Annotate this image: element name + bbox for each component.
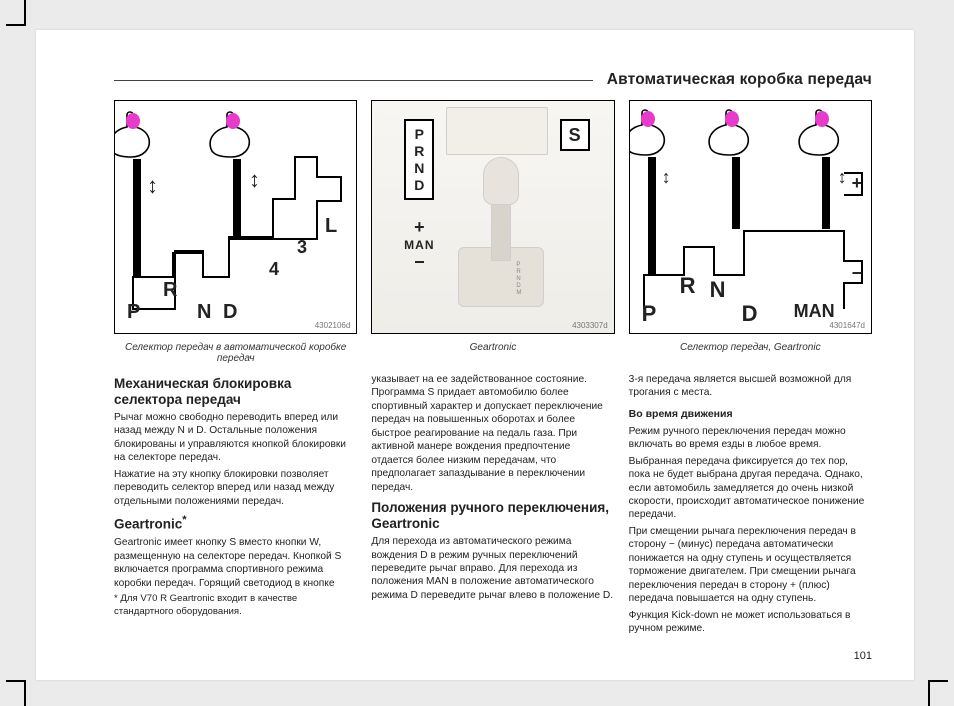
prnd-d: D	[414, 177, 424, 193]
s-button-icon: S	[560, 119, 590, 151]
section-title: Автоматическая коробка передач	[593, 71, 872, 89]
gate-label: 4	[269, 259, 279, 280]
heading-text: Geartronic	[114, 517, 182, 532]
dash-vent	[446, 107, 547, 155]
figure-caption: Селектор передач, Geartronic	[629, 342, 872, 364]
paragraph: Рычаг можно свободно переводить вперед и…	[114, 411, 357, 465]
footnote: * Для V70 R Geartronic входит в качестве…	[114, 593, 357, 618]
prnd-indicator: P R N D	[404, 119, 434, 200]
hand-icon	[792, 107, 848, 168]
paragraph: указывает на ее задействованное состояни…	[371, 373, 614, 494]
arrow-updown-icon: ↕	[662, 167, 671, 188]
subheading: Во время движения	[629, 408, 872, 422]
figure-row: ↕ ↕ P N D R 4 3 L 4302106d P R N	[114, 100, 872, 334]
heading: Geartronic*	[114, 514, 357, 532]
body-columns: Механическая блокировка селектора переда…	[114, 370, 872, 639]
gate-label: R	[680, 273, 696, 299]
prnd-p: P	[415, 126, 424, 142]
gear-lever: P R N D M	[458, 157, 544, 307]
paragraph: Для перехода из автоматического режима в…	[371, 535, 614, 602]
column-3: 3-я передача является высшей возможной д…	[629, 370, 872, 639]
lever-stem	[648, 157, 656, 275]
figure-number: 4302106d	[315, 321, 351, 330]
lever-stem-left	[133, 159, 141, 277]
figure-caption: Geartronic	[371, 342, 614, 364]
plus-icon: +	[414, 217, 425, 238]
gate-marks: P R N D M	[516, 262, 521, 297]
gate-label: 3	[297, 237, 307, 258]
hand-icon	[702, 107, 758, 168]
figure-number: 4303307d	[572, 321, 608, 330]
figure-geartronic-selector: ↕ ↕ P R N D MAN + − 4301647d	[629, 100, 872, 334]
arrow-updown-icon: ↕	[249, 167, 260, 193]
arrow-updown-icon: ↕	[838, 167, 847, 188]
figure-geartronic-console: P R N D + MAN − S P R N D	[371, 100, 614, 334]
minus-icon: −	[852, 263, 863, 284]
paragraph: При смещении рычага переключения передач…	[629, 525, 872, 606]
gate-label: R	[163, 279, 177, 302]
paragraph: Нажатие на эту кнопку блокировки позволя…	[114, 468, 357, 508]
crop-mark-tl	[6, 0, 26, 26]
crop-mark-bl	[6, 680, 26, 706]
paragraph: 3-я передача является высшей возможной д…	[629, 373, 872, 400]
figure-captions: Селектор передач в автоматической коробк…	[114, 342, 872, 364]
footnote-marker: *	[182, 514, 186, 526]
minus-icon: −	[414, 252, 425, 273]
paragraph: Geartronic имеет кнопку S вместо кнопки …	[114, 536, 357, 590]
paragraph: Режим ручного переключения передач можно…	[629, 425, 872, 452]
gate-label: D	[223, 301, 237, 324]
lever-stem	[732, 157, 740, 229]
plus-icon: +	[852, 173, 863, 194]
paragraph: Выбранная передача фиксируется до тех по…	[629, 455, 872, 522]
lever-stem-right	[233, 159, 241, 239]
gate-label: D	[742, 301, 758, 327]
man-label: MAN	[404, 238, 434, 252]
man-indicator: + MAN −	[396, 217, 442, 273]
gate-label: P	[127, 301, 140, 324]
column-2: указывает на ее задействованное состояни…	[371, 370, 614, 639]
gate-label: L	[325, 215, 337, 238]
prnd-n: N	[414, 160, 424, 176]
figure-number: 4301647d	[829, 321, 865, 330]
paragraph: Функция Kick-down не может использоватьс…	[629, 609, 872, 636]
heading: Механическая блокировка селектора переда…	[114, 376, 357, 407]
manual-page: Автоматическая коробка передач ↕ ↕ P N D	[36, 30, 914, 680]
heading: Положения ручного переключения, Geartron…	[371, 500, 614, 531]
gate-label: N	[710, 277, 726, 303]
arrow-updown-icon: ↕	[147, 173, 158, 199]
lever-head	[483, 157, 519, 205]
gate-label: N	[197, 301, 211, 324]
lever-stem	[822, 157, 830, 229]
prnd-r: R	[414, 143, 424, 159]
gate-label: P	[642, 301, 657, 327]
crop-mark-br	[928, 680, 948, 706]
page-number: 101	[854, 650, 872, 662]
figure-caption: Селектор передач в автоматической коробк…	[114, 342, 357, 364]
hand-icon	[203, 109, 259, 170]
man-label: MAN	[794, 301, 835, 322]
figure-auto-selector: ↕ ↕ P N D R 4 3 L 4302106d	[114, 100, 357, 334]
column-1: Механическая блокировка селектора переда…	[114, 370, 357, 639]
